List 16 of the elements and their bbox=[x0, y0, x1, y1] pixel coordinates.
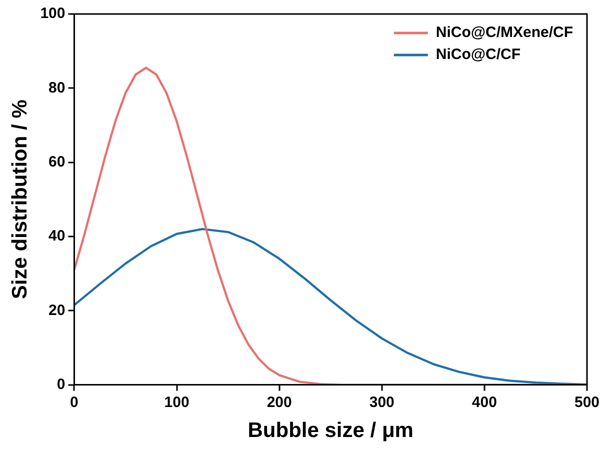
x-tick-label: 300 bbox=[369, 394, 394, 411]
x-axis-title: Bubble size / μm bbox=[248, 419, 414, 442]
legend-label: NiCo@C/CF bbox=[436, 46, 520, 64]
legend-label: NiCo@C/MXene/CF bbox=[436, 24, 574, 42]
x-tick-label: 0 bbox=[70, 394, 78, 411]
y-axis-title: Size distribution / % bbox=[8, 99, 32, 300]
y-tick-label: 60 bbox=[48, 153, 66, 170]
x-tick-label: 500 bbox=[574, 394, 600, 411]
x-tick-label: 200 bbox=[266, 394, 292, 411]
x-tick-label: 100 bbox=[164, 394, 190, 411]
y-tick-label: 40 bbox=[48, 228, 66, 245]
y-tick-label: 100 bbox=[40, 5, 66, 22]
x-tick-label: 400 bbox=[472, 394, 497, 411]
y-tick-label: 0 bbox=[56, 376, 66, 393]
y-tick-label: 20 bbox=[48, 302, 66, 319]
y-tick-label: 80 bbox=[48, 79, 66, 96]
